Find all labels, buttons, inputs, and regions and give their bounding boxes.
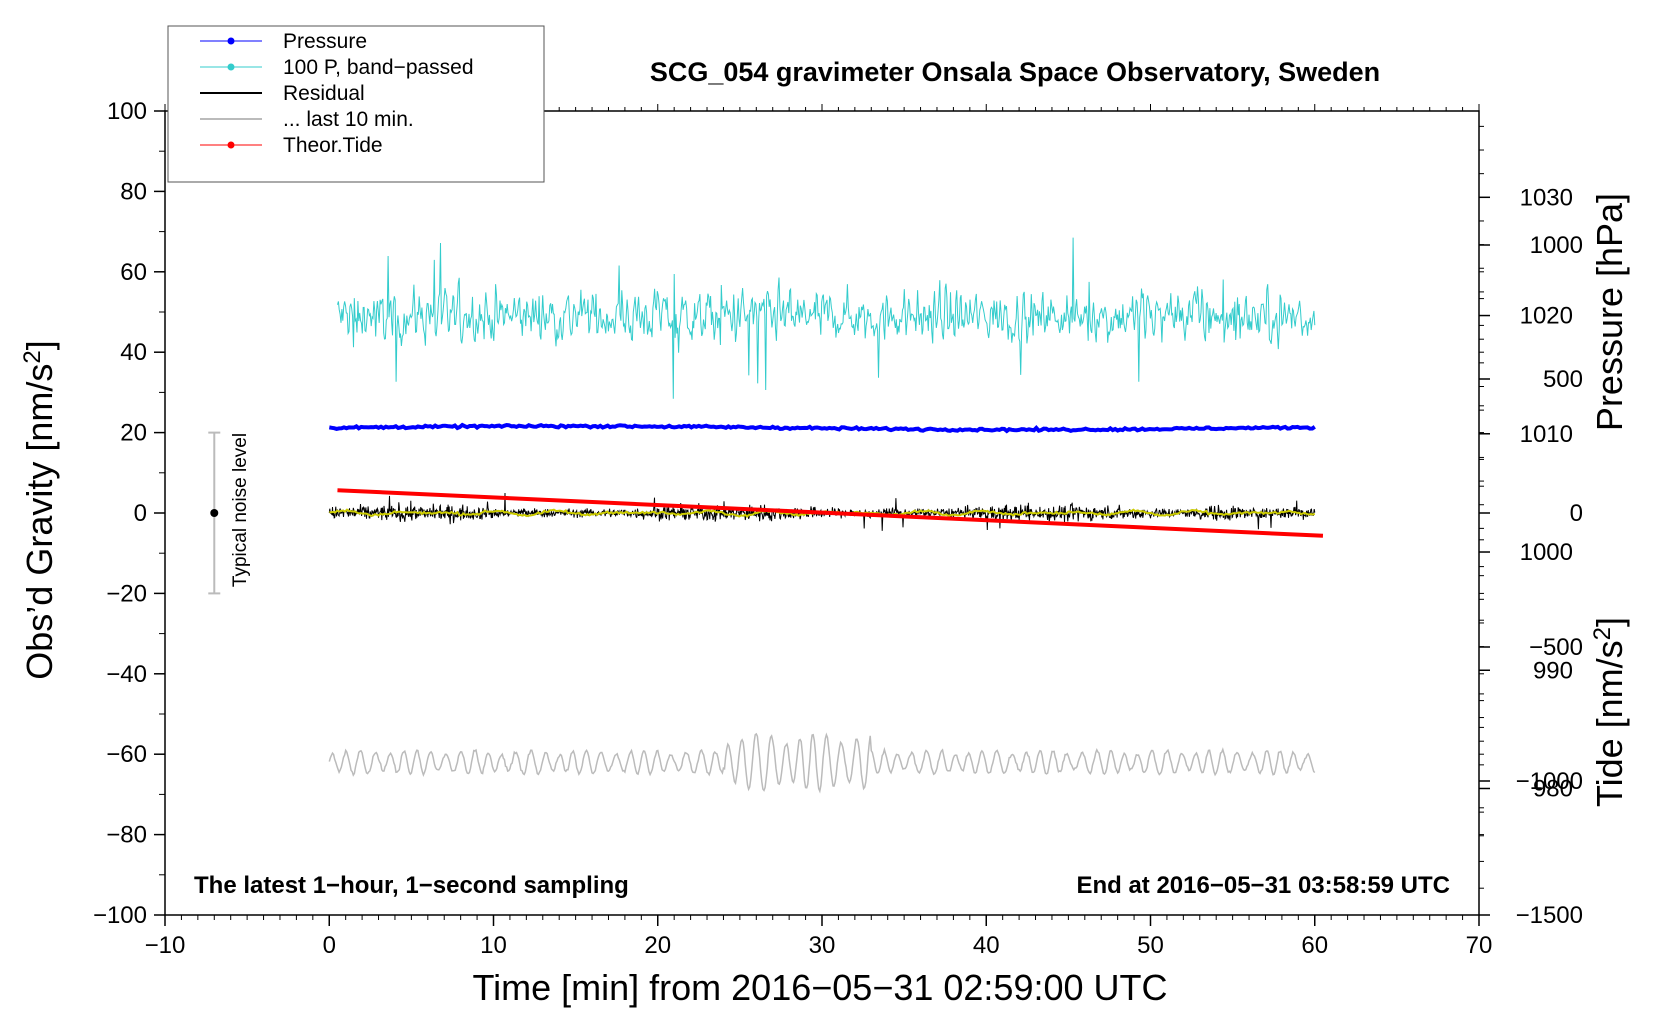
pressure-tick-label: 990	[1533, 657, 1573, 684]
y-tick-label: 20	[120, 420, 147, 447]
y-tick-label: 0	[134, 500, 147, 527]
end-time-note: End at 2016−05−31 03:58:59 UTC	[1076, 872, 1450, 899]
y-tick-label: −100	[93, 902, 147, 929]
y-tick-label: −20	[106, 580, 147, 607]
y-axis-title-end: ]	[19, 340, 60, 350]
series-pressure	[328, 422, 1316, 434]
x-axis-title: Time [min] from 2016−05−31 02:59:00 UTC	[472, 967, 1167, 1008]
noise-center-dot	[210, 509, 219, 517]
legend-label: 100 P, band−passed	[283, 56, 474, 79]
tide-axis-title-main: Tide [nm/s	[1589, 640, 1630, 807]
tide-tick-label: 1000	[1530, 232, 1583, 259]
y-tick-label: 60	[120, 259, 147, 286]
x-tick-label: 60	[1301, 932, 1328, 959]
series-last-10-min	[328, 732, 1316, 794]
x-tick-label: 50	[1137, 932, 1164, 959]
pressure-tick-label: 980	[1533, 775, 1573, 802]
tide-axis-ticks: −1500 −1000 −500 0 500 1000	[1479, 232, 1583, 929]
pressure-tick-label: 1030	[1520, 184, 1573, 211]
legend-label: Pressure	[283, 30, 367, 53]
legend-label: ... last 10 min.	[283, 108, 414, 131]
tide-tick-label: −1000	[1516, 768, 1583, 795]
series-layer	[328, 237, 1324, 794]
tide-tick-label: −500	[1529, 634, 1583, 661]
legend-marker	[227, 63, 235, 71]
legend-box	[167, 25, 545, 183]
tide-tick-label: −1500	[1516, 902, 1583, 929]
legend-marker	[227, 37, 235, 45]
y-tick-label: 100	[107, 98, 147, 125]
y-axis-title: Obs’d Gravity [nm/s2]	[19, 340, 60, 679]
pressure-tick-label: 1000	[1520, 539, 1573, 566]
y-axis-title-sup: 2	[19, 350, 46, 363]
x-tick-label: 0	[323, 932, 336, 959]
x-tick-label: 20	[644, 932, 671, 959]
legend-label: Residual	[283, 82, 365, 105]
y-tick-label: 40	[120, 339, 147, 366]
legend-label: Theor.Tide	[283, 134, 383, 157]
pressure-tick-label: 1020	[1520, 303, 1573, 330]
x-tick-label: 10	[480, 932, 507, 959]
noise-label: Typical noise level	[230, 433, 251, 587]
tide-axis-title: Tide [nm/s2]	[1589, 617, 1630, 807]
pressure-axis-title: Pressure [hPa]	[1589, 193, 1630, 431]
series-theoretical-tide	[337, 488, 1324, 538]
y-tick-label: −80	[106, 822, 147, 849]
tide-axis-title-sup: 2	[1589, 627, 1616, 640]
tide-tick-label: 500	[1543, 366, 1583, 393]
chart-title: SCG_054 gravimeter Onsala Space Observat…	[650, 57, 1380, 87]
x-axis-ticks: −10 0 10 20 30 40 50 60 70	[145, 104, 1493, 959]
pressure-tick-label: 1010	[1520, 421, 1573, 448]
noise-indicator	[208, 431, 221, 595]
sampling-note: The latest 1−hour, 1−second sampling	[194, 872, 629, 899]
x-tick-label: 40	[973, 932, 1000, 959]
pressure-axis-ticks: 980 990 1000 1010 1020 1030	[1479, 125, 1573, 837]
x-tick-label: −10	[145, 932, 186, 959]
series-bandpassed-pressure	[337, 237, 1316, 399]
legend: Pressure 100 P, band−passed Residual ... la…	[167, 25, 545, 183]
x-tick-label: 70	[1466, 932, 1493, 959]
y-axis-ticks: −100 −80 −60 −40 −20 0 20 40 60 80 100	[93, 98, 165, 929]
legend-marker	[227, 141, 235, 149]
y-axis-title-main: Obs’d Gravity [nm/s	[19, 364, 60, 680]
x-tick-label: 30	[809, 932, 836, 959]
tide-tick-label: 0	[1570, 500, 1583, 527]
y-tick-label: −40	[106, 661, 147, 688]
tide-axis-title-end: ]	[1589, 617, 1630, 627]
y-tick-label: −60	[106, 741, 147, 768]
y-tick-label: 80	[120, 178, 147, 205]
